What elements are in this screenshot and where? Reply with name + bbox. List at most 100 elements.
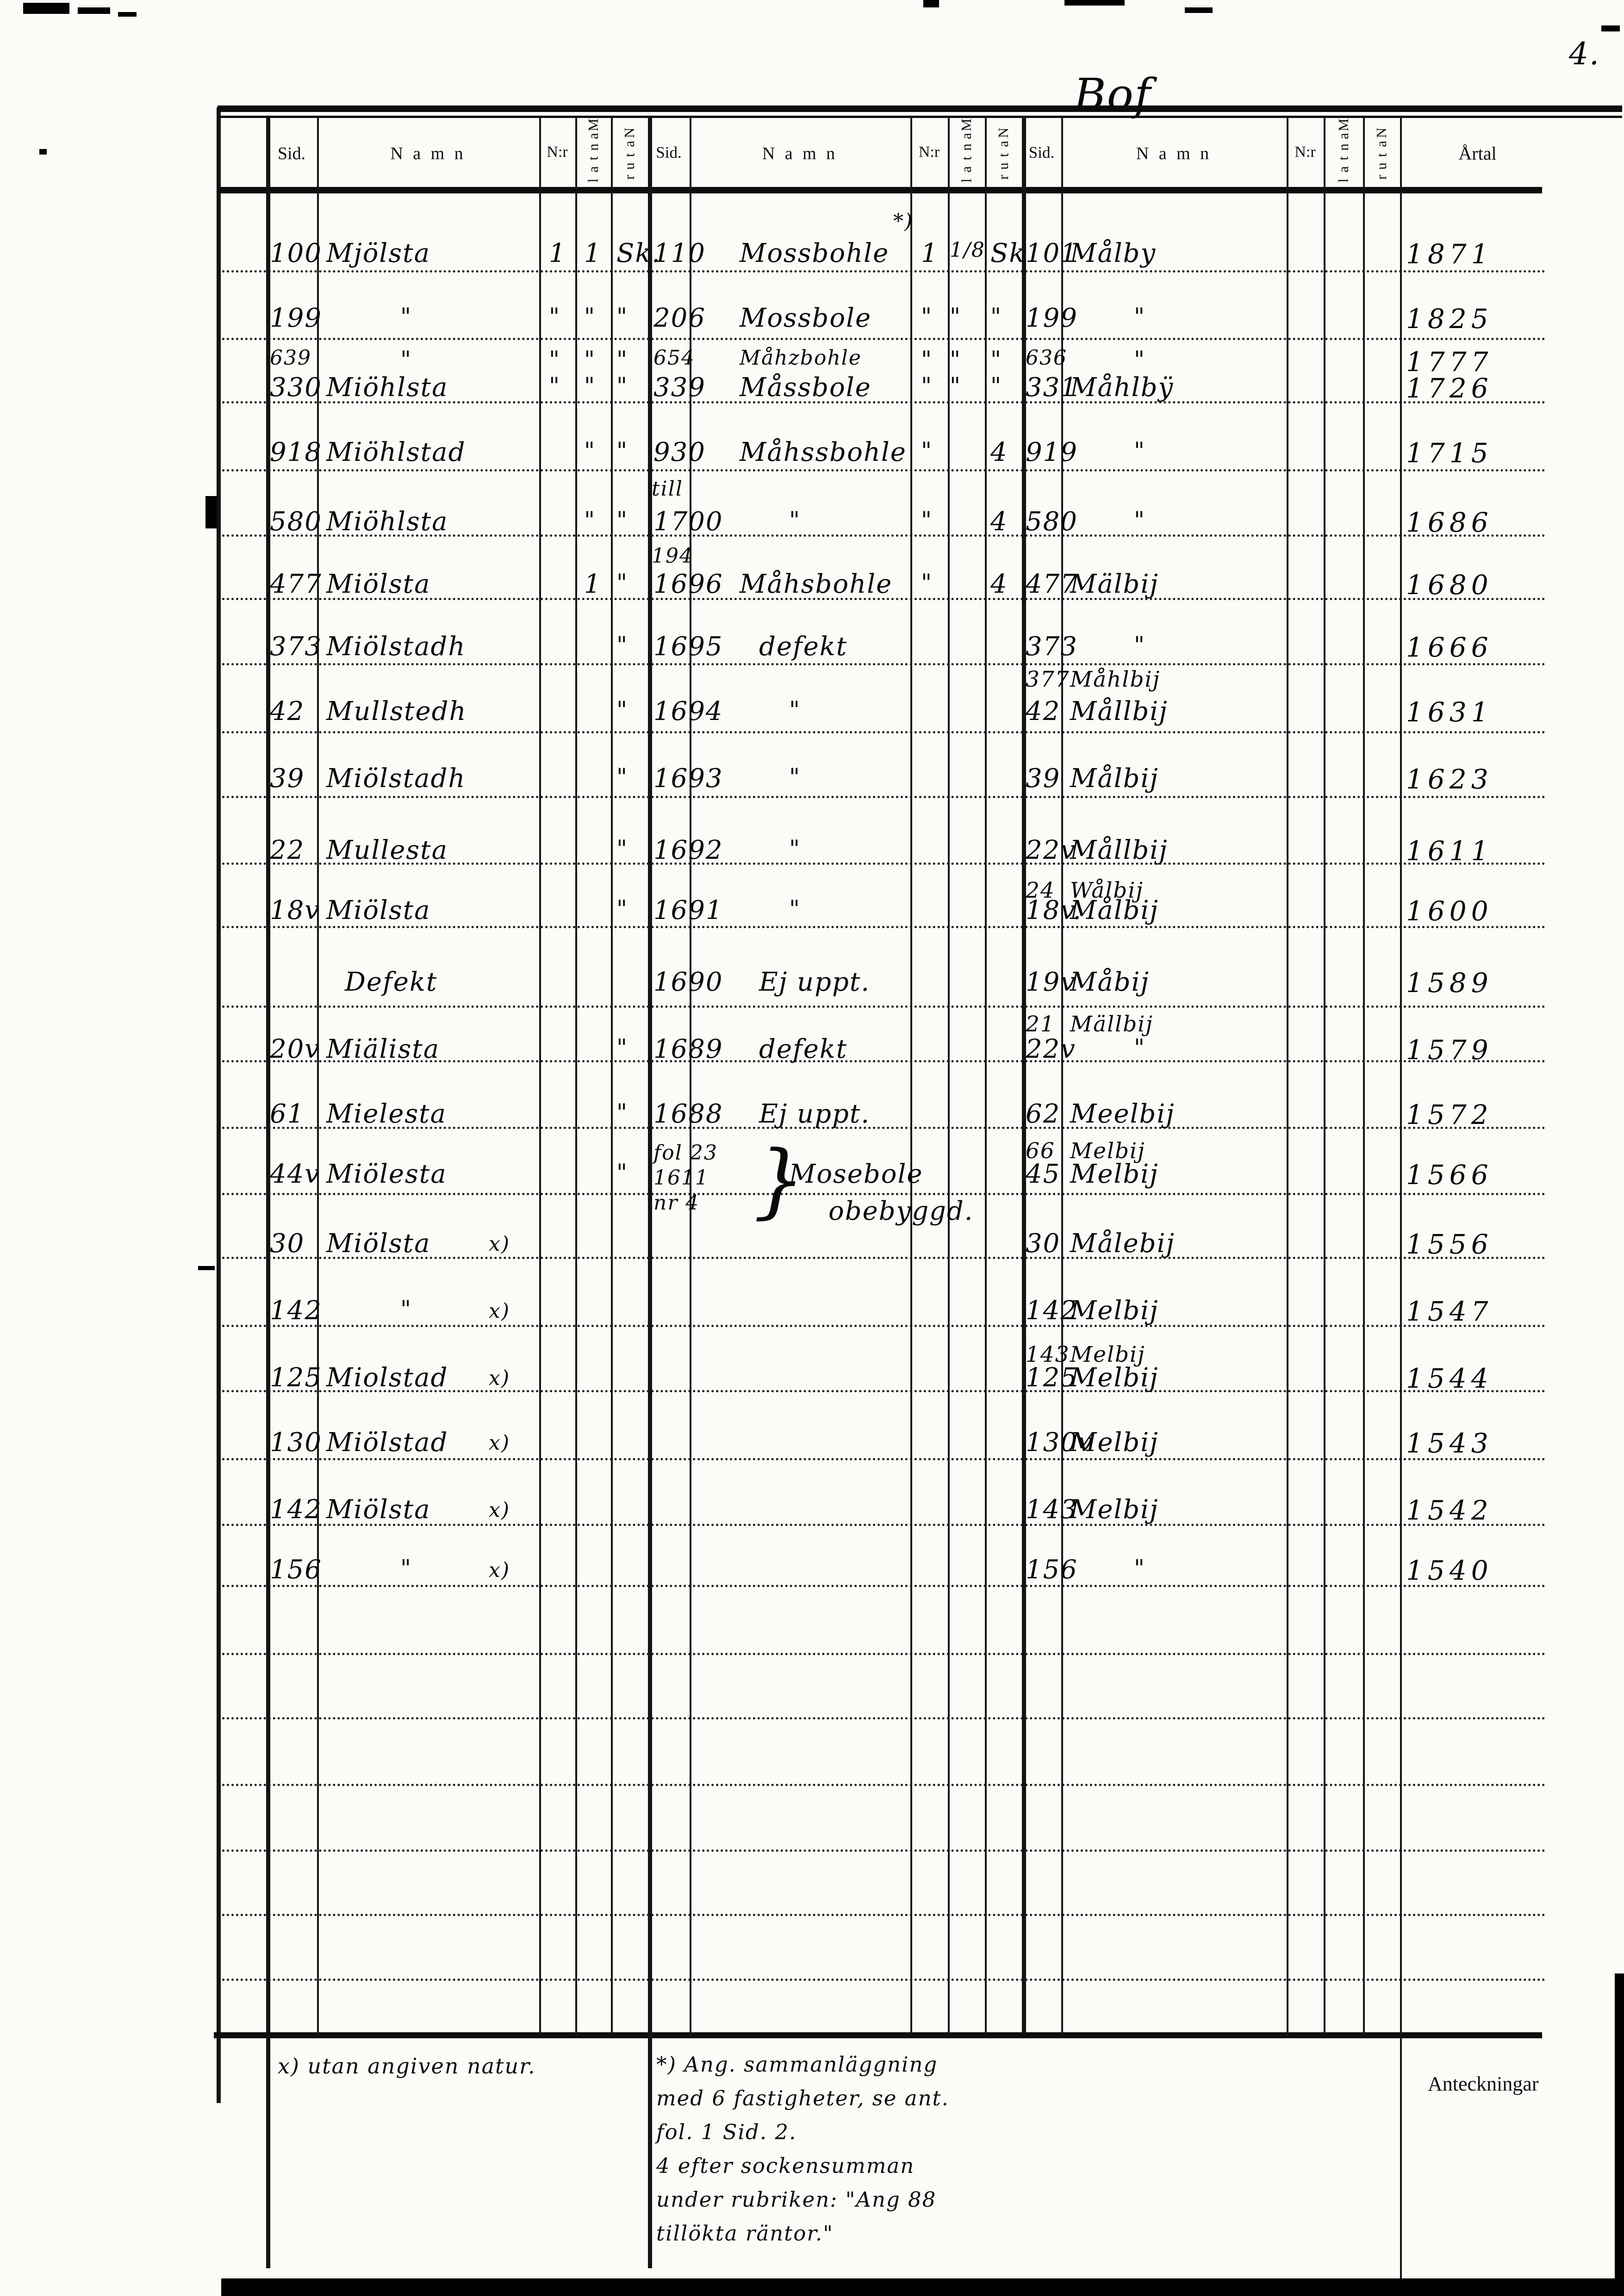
scan-artifact — [1185, 7, 1213, 13]
row-19-right-namn: Melbij — [1070, 1363, 1159, 1393]
scan-artifact — [118, 12, 137, 17]
row-5-left-mantal: " — [584, 437, 596, 464]
row-18-right-namn: Melbij — [1070, 1296, 1159, 1326]
row-5-mid-namn: Måhssbohle — [740, 437, 907, 467]
row-5-right-namn: " — [1134, 437, 1145, 464]
row-20-right-sid: 130v — [1026, 1427, 1094, 1458]
row-7-mid-sid: 1696 — [653, 569, 723, 599]
row-9-year: 1631 — [1406, 696, 1493, 728]
row-6-left-mantal: " — [584, 507, 596, 534]
row-11-left-sid: 22 — [270, 835, 305, 865]
row-1-left-mantal: 1 — [584, 238, 602, 268]
row-7-mid-nr: " — [921, 569, 933, 596]
row-13-right-sid: 19v — [1026, 967, 1076, 997]
row-18-year: 1547 — [1406, 1296, 1493, 1327]
header-sid-2: Sid. — [656, 143, 682, 161]
row-13-right-namn: Måbij — [1070, 967, 1150, 997]
scan-artifact — [78, 7, 110, 14]
scan-artifact — [205, 496, 217, 528]
row-separator — [222, 1325, 1546, 1327]
row-separator — [222, 1060, 1546, 1062]
row-20-left-sid: 130 — [270, 1427, 322, 1458]
row-10-mid-namn: " — [789, 763, 801, 790]
row-20-year: 1543 — [1406, 1427, 1493, 1459]
row-16-right-namn: Melbij — [1070, 1159, 1159, 1189]
row-22-left-sid: 156 — [270, 1555, 322, 1585]
column-line — [1363, 117, 1365, 2035]
row-6-mid-natur: 4 — [990, 507, 1008, 537]
row-1-mid-footnote-mark: *) — [893, 210, 914, 233]
row-separator — [222, 1390, 1546, 1392]
row-4-left-namn: Miöhlsta — [326, 372, 448, 403]
row-separator — [222, 1979, 1546, 1981]
row-separator — [222, 863, 1546, 865]
row-12-year: 1600 — [1406, 895, 1493, 927]
row-16-right-sid: 45 — [1026, 1159, 1061, 1189]
row-2-mid-natur: " — [990, 303, 1002, 330]
page-left-frame-line — [217, 107, 221, 2103]
row-16-left-namn: Miölesta — [326, 1159, 447, 1189]
row-1-mid-natur: Sk — [990, 238, 1026, 268]
row-1-right-sid: 101 — [1026, 238, 1078, 268]
row-4-mid-sid: 339 — [653, 372, 706, 403]
column-line — [1022, 117, 1026, 2035]
row-1-left-sid: 100 — [270, 238, 322, 268]
column-line — [1324, 117, 1325, 2035]
row-5-mid-nr: " — [921, 437, 933, 464]
row-21-left-sid: 142 — [270, 1495, 322, 1525]
row-14-left-natur: " — [616, 1034, 628, 1061]
row-3-mid-nr: " — [921, 346, 933, 373]
row-13-left-namn: Defekt — [345, 967, 438, 997]
row-15-left-sid: 61 — [270, 1099, 305, 1129]
row-separator — [222, 1653, 1546, 1655]
footnote-right: *) Ang. sammanläggning med 6 fastigheter… — [656, 2052, 949, 2246]
column-line — [539, 117, 541, 2035]
row-16-mid-brace: } — [753, 1134, 805, 1228]
row-8-right-namn: " — [1134, 632, 1145, 658]
row-15-right-namn: Meelbij — [1070, 1099, 1175, 1129]
row-2-mid-mantal: " — [950, 303, 961, 330]
header-sid-1: Sid. — [277, 144, 306, 163]
row-9-mid-sid: 1694 — [653, 696, 723, 726]
row-15-year: 1572 — [1406, 1099, 1493, 1130]
row-3-right-sid: 636 — [1026, 346, 1067, 370]
row-10-left-sid: 39 — [270, 763, 305, 794]
row-11-right-namn: Mållbij — [1070, 835, 1168, 865]
row-9-left-namn: Mullstedh — [326, 696, 467, 726]
row-2-left-natur: " — [616, 303, 628, 330]
row-16-left-natur: " — [616, 1159, 628, 1186]
row-separator — [222, 926, 1546, 928]
row-8-right-namn-2: Måhlbij — [1070, 667, 1161, 692]
row-1-left-natur: Sk. — [616, 238, 661, 268]
row-9-right-namn: Mållbij — [1070, 696, 1168, 726]
row-7-left-namn: Miölsta — [326, 569, 431, 599]
row-2-left-sid: 199 — [270, 303, 322, 333]
row-6-right-namn: " — [1134, 507, 1145, 534]
row-2-right-namn: " — [1134, 303, 1145, 330]
row-6-mid-namn: " — [789, 507, 801, 534]
row-7-left-natur: " — [616, 569, 628, 596]
row-2-year: 1825 — [1406, 303, 1493, 335]
row-separator — [222, 1193, 1546, 1195]
header-nr-2: N:r — [918, 143, 940, 161]
row-6-left-sid: 580 — [270, 507, 322, 537]
row-13-right-sid-2: 21 — [1026, 1011, 1055, 1037]
header-nr-1: N:r — [547, 143, 568, 161]
row-3-mid-sid: 654 — [653, 346, 695, 370]
row-12-mid-sid: 1691 — [653, 895, 723, 925]
row-7-mid-natur: 4 — [990, 569, 1008, 599]
row-separator — [222, 1127, 1546, 1129]
row-10-right-sid: 39 — [1026, 763, 1061, 794]
row-separator — [222, 469, 1546, 472]
row-separator — [222, 401, 1546, 403]
row-separator — [222, 1717, 1546, 1719]
top-annotation: Bof — [1074, 69, 1152, 120]
row-12-mid-namn: " — [789, 895, 801, 922]
bottom-black-band — [221, 2278, 1624, 2296]
row-1-right-namn: Målby — [1070, 238, 1157, 268]
header-artal: Årtal — [1458, 143, 1497, 164]
row-3-mid-mantal: " — [950, 346, 961, 373]
row-6-mid-nr: " — [921, 507, 933, 534]
row-16-mid-namn-2: obebyggd. — [828, 1196, 974, 1226]
